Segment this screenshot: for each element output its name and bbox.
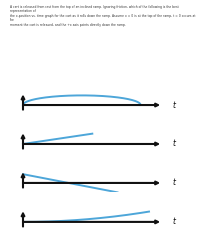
Text: t: t (173, 100, 176, 110)
Text: A cart is released from rest from the top of an inclined ramp. Ignoring friction: A cart is released from rest from the to… (10, 5, 196, 27)
Text: t: t (173, 140, 176, 148)
Text: t: t (173, 217, 176, 226)
Text: t: t (173, 178, 176, 187)
